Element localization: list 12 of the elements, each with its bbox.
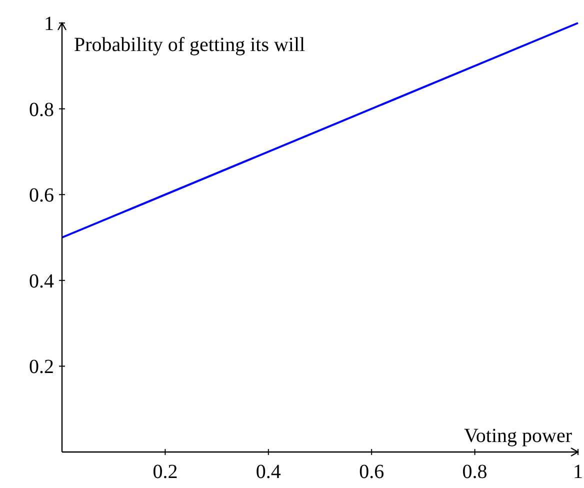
y-tick-label: 0.2 [29, 356, 54, 378]
x-tick-label: 0.4 [256, 461, 281, 483]
y-tick-label: 0.8 [29, 98, 54, 121]
y-tick-label: 0.6 [29, 184, 54, 207]
x-tick-label: 0.6 [359, 461, 384, 483]
x-axis-title: Voting power [464, 425, 572, 447]
y-tick-label: 1 [44, 13, 54, 35]
x-tick-label: 0.2 [152, 461, 178, 483]
y-tick-label: 0.4 [29, 270, 54, 292]
x-tick-label: 1 [573, 461, 583, 483]
x-tick-label: 0.8 [462, 461, 488, 483]
y-axis-title: Probability of getting its will [74, 34, 306, 56]
